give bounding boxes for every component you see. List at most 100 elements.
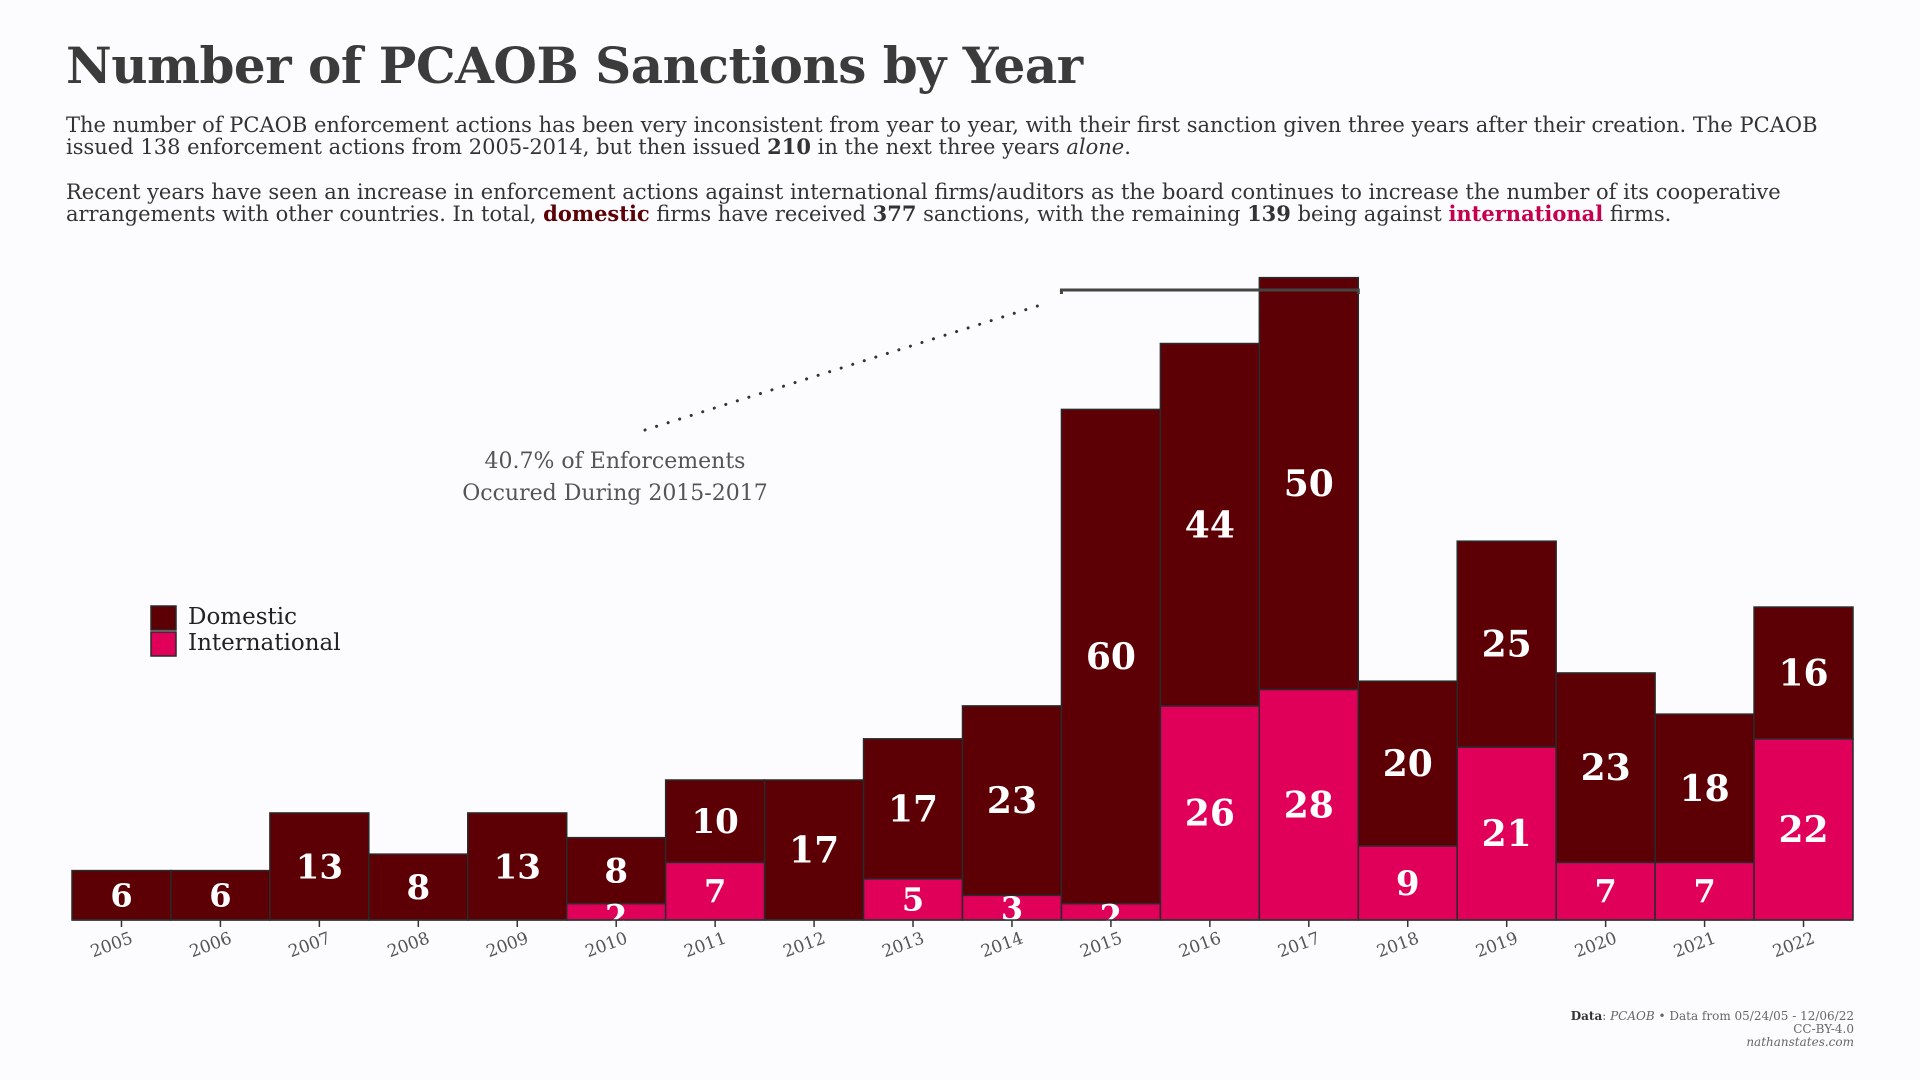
intro-text-2: in the next three years xyxy=(810,135,1067,159)
bars-group: 6 6 13 8 13 8 2 10 7 17 17 5 23 3 60 2 44 26 50 28 20 9 25 21 23… xyxy=(71,276,1854,936)
label-international-2016: 26 xyxy=(1185,793,1235,835)
footer-source-line: Data: PCAOB • Data from 05/24/05 - 12/06… xyxy=(1570,1009,1854,1023)
label-international-2013: 5 xyxy=(902,881,924,919)
bar-international-2011 xyxy=(664,861,766,921)
bar-domestic-2006 xyxy=(170,869,271,921)
x-axis-ticks: 2005 2006 2007 2008 2009 2010 2011 2012 2013 2014… xyxy=(88,920,1818,962)
detail-text-1: Recent years have seen an increase in en… xyxy=(66,180,1781,226)
label-domestic-2021: 18 xyxy=(1680,768,1730,810)
label-international-2010: 2 xyxy=(605,898,627,936)
label-international-2019: 21 xyxy=(1482,813,1532,855)
tick-label-2017: 2017 xyxy=(1275,929,1322,963)
label-domestic-2011: 10 xyxy=(691,802,738,842)
footer-site: nathanstates.com xyxy=(1746,1035,1854,1049)
tick-label-2011: 2011 xyxy=(682,929,729,963)
tick-label-2013: 2013 xyxy=(880,929,927,963)
label-domestic-2016: 44 xyxy=(1185,504,1235,546)
intro-paragraph: The number of PCAOB enforcement actions … xyxy=(66,114,1876,158)
tick-label-2005: 2005 xyxy=(88,929,135,963)
bar-domestic-2019 xyxy=(1456,540,1557,748)
label-domestic-2009: 13 xyxy=(494,847,541,887)
legend-international-swatch xyxy=(150,631,177,657)
label-international-2011: 7 xyxy=(704,872,726,910)
tick-label-2019: 2019 xyxy=(1473,929,1520,963)
intro-emphasis: alone xyxy=(1066,135,1125,159)
label-international-2021: 7 xyxy=(1693,872,1715,910)
bar-international-2016 xyxy=(1159,705,1261,921)
legend-domestic-swatch xyxy=(150,605,177,631)
bar-domestic-2010 xyxy=(565,836,667,905)
label-domestic-2020: 23 xyxy=(1581,747,1631,789)
bar-international-2019 xyxy=(1456,746,1557,921)
domestic-total: 377 xyxy=(872,201,917,226)
detail-paragraph: Recent years have seen an increase in en… xyxy=(66,181,1876,225)
label-international-2020: 7 xyxy=(1595,872,1617,910)
bar-domestic-2017 xyxy=(1258,276,1360,691)
label-domestic-2014: 23 xyxy=(987,780,1037,822)
tick-label-2006: 2006 xyxy=(187,929,234,963)
footer-license: CC-BY-4.0 xyxy=(1793,1022,1854,1036)
tick-label-2009: 2009 xyxy=(484,929,531,963)
bar-domestic-2016 xyxy=(1159,342,1261,707)
annotation-leader xyxy=(643,304,1039,432)
bar-international-2020 xyxy=(1555,861,1656,921)
bar-domestic-2018 xyxy=(1357,680,1458,847)
label-domestic-2022: 16 xyxy=(1778,653,1828,695)
label-domestic-2018: 20 xyxy=(1383,743,1433,785)
label-domestic-2017: 50 xyxy=(1284,463,1334,505)
intro-text-1: The number of PCAOB enforcement actions … xyxy=(66,113,1818,159)
detail-text-2: firms have received xyxy=(649,202,873,226)
intro-bold-count: 210 xyxy=(767,134,811,159)
label-domestic-2010: 8 xyxy=(604,851,628,891)
bar-international-2022 xyxy=(1753,738,1854,921)
bar-domestic-2007 xyxy=(269,812,370,921)
footer-credits: Data: PCAOB • Data from 05/24/05 - 12/06… xyxy=(1571,1010,1854,1049)
legend: Domestic International xyxy=(150,604,341,657)
bar-domestic-2022 xyxy=(1753,606,1854,740)
annotation-line-1: 40.7% of Enforcements xyxy=(485,449,746,474)
label-domestic-2006: 6 xyxy=(209,876,231,914)
label-domestic-2005: 6 xyxy=(110,876,132,914)
label-international-2022: 22 xyxy=(1778,809,1828,851)
bar-domestic-2011 xyxy=(664,779,766,864)
bar-domestic-2005 xyxy=(71,869,172,921)
bar-international-2014 xyxy=(961,894,1063,921)
bar-domestic-2009 xyxy=(467,812,568,921)
domestic-highlight: domestic xyxy=(543,201,650,226)
annotation-line-2: Occured During 2015-2017 xyxy=(462,481,767,506)
annotation-group: 40.7% of Enforcements Occured During 201… xyxy=(462,288,1360,506)
chart-title: Number of PCAOB Sanctions by Year xyxy=(66,36,1083,95)
legend-domestic-label: Domestic xyxy=(188,604,297,630)
footer-source: PCAOB xyxy=(1610,1009,1655,1023)
intro-text-3: . xyxy=(1124,135,1131,159)
international-highlight: international xyxy=(1448,201,1604,226)
bar-international-2018 xyxy=(1357,845,1458,921)
label-international-2014: 3 xyxy=(1001,889,1023,927)
tick-label-2022: 2022 xyxy=(1770,929,1817,963)
detail-text-3: sanctions, with the remaining xyxy=(916,202,1248,226)
label-international-2015: 2 xyxy=(1100,898,1122,936)
international-total: 139 xyxy=(1247,201,1291,226)
label-domestic-2008: 8 xyxy=(406,868,430,908)
tick-label-2012: 2012 xyxy=(781,929,828,963)
bar-domestic-2013 xyxy=(862,738,964,880)
bar-domestic-2014 xyxy=(961,705,1063,897)
tick-label-2016: 2016 xyxy=(1176,929,1223,963)
tick-label-2020: 2020 xyxy=(1572,929,1619,963)
detail-text-5: firms. xyxy=(1603,202,1672,226)
label-international-2018: 9 xyxy=(1396,864,1420,904)
tick-label-2014: 2014 xyxy=(979,929,1026,963)
tick-label-2021: 2021 xyxy=(1671,929,1718,963)
bar-domestic-2020 xyxy=(1555,672,1656,864)
detail-text-4: being against xyxy=(1290,202,1449,226)
label-domestic-2007: 13 xyxy=(296,847,343,887)
label-domestic-2013: 17 xyxy=(888,788,938,830)
label-domestic-2012: 17 xyxy=(789,830,839,872)
label-domestic-2015: 60 xyxy=(1086,636,1136,678)
footer-range: • Data from 05/24/05 - 12/06/22 xyxy=(1654,1009,1854,1023)
label-international-2017: 28 xyxy=(1284,784,1334,826)
footer-data-label: Data xyxy=(1570,1009,1603,1023)
legend-international-label: International xyxy=(188,630,341,656)
bar-domestic-2015 xyxy=(1060,408,1162,905)
